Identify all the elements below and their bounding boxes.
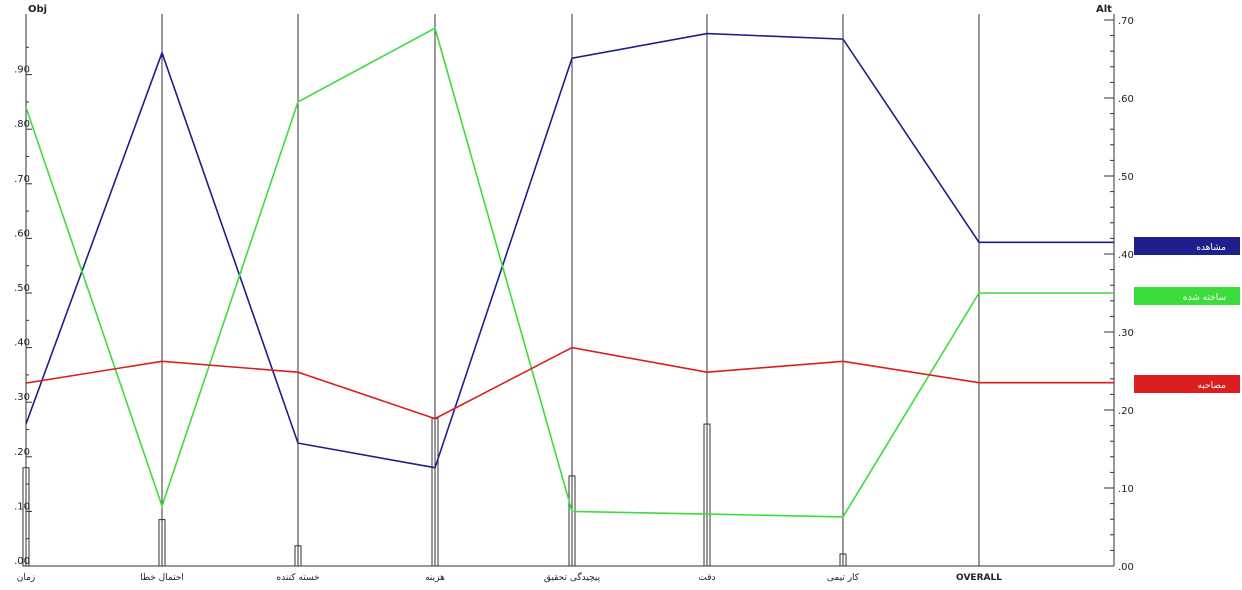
left-tick-label: .70 xyxy=(14,174,30,185)
right-tick-label: .50 xyxy=(1118,172,1134,183)
left-tick-label: .40 xyxy=(14,338,30,349)
category-label: OVERALL xyxy=(956,573,1002,583)
legend-swatch xyxy=(1134,375,1240,393)
category-label: خسته کننده xyxy=(276,573,319,583)
category-label: پیچیدگی تحقیق xyxy=(544,571,601,583)
right-tick-label: .30 xyxy=(1118,328,1134,339)
category-axes-group xyxy=(25,14,1115,567)
legend: مشاهده ساخته شده مصاحبه xyxy=(1134,237,1240,393)
category-label: کار تیمی xyxy=(827,573,860,583)
legend-item: مصاحبه xyxy=(1134,375,1240,393)
right-tick-label: .40 xyxy=(1118,250,1134,261)
right-tick-label: .20 xyxy=(1118,406,1134,417)
left-tick-label: .30 xyxy=(14,392,30,403)
category-label: هزینه xyxy=(425,573,445,583)
category-label: احتمال خطا xyxy=(140,573,184,583)
legend-label: ساخته شده xyxy=(1183,293,1226,303)
series-line xyxy=(25,32,1114,469)
right-tick-label: .00 xyxy=(1118,562,1134,573)
category-labels-group: زمان احتمال خطا خسته کننده هزینه پیچیدگی تحق… xyxy=(17,571,1002,583)
legend-label: مصاحبه xyxy=(1198,381,1227,391)
right-tick-label: .10 xyxy=(1118,484,1134,495)
left-tick-label: .50 xyxy=(14,283,30,294)
series-line xyxy=(25,346,1114,420)
left-tick-label: .20 xyxy=(14,447,30,458)
right-axis-title: Alt xyxy=(1096,4,1112,15)
left-tick-label: .90 xyxy=(14,65,30,76)
left-tick-label: .10 xyxy=(14,501,30,512)
left-tick-label: .60 xyxy=(14,228,30,239)
right-tick-label: .60 xyxy=(1118,94,1134,105)
left-axis: Obj .00 .10 .20 .30 .40 .50 .60 .70 .80 .90 xyxy=(14,4,47,567)
legend-label: مشاهده xyxy=(1196,243,1226,253)
legend-swatch xyxy=(1134,237,1240,255)
left-axis-title: Obj xyxy=(28,4,47,15)
left-tick-label: .80 xyxy=(14,119,30,130)
category-label: زمان xyxy=(17,573,36,583)
legend-item: ساخته شده xyxy=(1134,287,1240,305)
right-axis: Alt .00 .10 .20 .30 .40 .50 .60 .70 xyxy=(1096,4,1134,573)
legend-item: مشاهده xyxy=(1134,237,1240,255)
category-label: دقت xyxy=(698,573,715,583)
legend-swatch xyxy=(1134,287,1240,305)
series-line xyxy=(25,27,1114,518)
left-tick-label: .00 xyxy=(14,556,30,567)
series-lines-group xyxy=(25,27,1114,518)
right-tick-label: .70 xyxy=(1118,16,1134,27)
